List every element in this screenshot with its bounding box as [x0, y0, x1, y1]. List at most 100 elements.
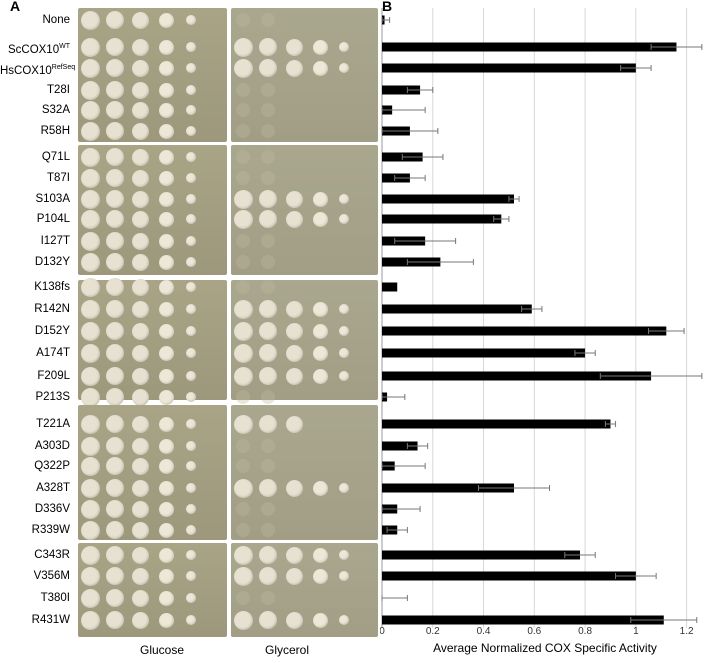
x-tick-label: 0.6: [527, 626, 541, 637]
colony-spot: [186, 326, 196, 336]
bar: [382, 63, 636, 73]
strain-name: A174T: [36, 347, 70, 359]
colony-spot: [158, 480, 174, 496]
colony-spot: [80, 366, 100, 386]
colony-spot: [131, 322, 149, 340]
colony-spot: [106, 253, 124, 271]
glycerol-plate: [231, 8, 378, 142]
colony-spot: [233, 321, 253, 341]
colony-spot: [285, 367, 303, 385]
colony-spot-faint: [236, 280, 250, 294]
strain-label: HsCOX10RefSeq: [0, 61, 75, 78]
colony-spot: [233, 414, 253, 434]
error-bar: [620, 65, 652, 71]
colony-spot: [339, 348, 349, 358]
colony-spot: [285, 38, 303, 56]
strain-label: P213S: [0, 390, 70, 404]
colony-spot: [106, 38, 124, 56]
strain-name: A328T: [36, 482, 70, 494]
strain-name: R339W: [31, 524, 70, 536]
colony-spot: [106, 278, 124, 296]
colony-spot: [158, 60, 174, 76]
colony-spot: [80, 209, 100, 229]
colony-spot: [131, 81, 149, 99]
colony-spot: [106, 479, 124, 497]
colony-spot: [106, 437, 124, 455]
colony-spot-faint: [236, 255, 250, 269]
colony-spot: [131, 190, 149, 208]
colony-spot: [80, 588, 100, 608]
colony-spot: [339, 63, 349, 73]
error-bar: [406, 443, 429, 449]
colony-spot: [186, 282, 196, 292]
error-bar: [381, 506, 421, 512]
colony-spot: [131, 344, 149, 362]
colony-spot: [186, 593, 196, 603]
strain-name: R142N: [34, 303, 70, 315]
colony-spot-faint: [236, 13, 250, 27]
colony-spot: [106, 388, 124, 406]
glycerol-plate: [231, 280, 378, 400]
chart-error-bars: [381, 17, 703, 623]
strain-name: Q71L: [41, 151, 70, 163]
colony-spot: [106, 101, 124, 119]
colony-spot: [80, 299, 100, 319]
strain-label: V356M: [0, 569, 70, 583]
x-tick-label: 0: [380, 626, 385, 637]
strain-name: V356M: [33, 570, 70, 582]
colony-spot: [186, 236, 196, 246]
colony-spot-faint: [261, 280, 275, 294]
colony-spot: [233, 610, 253, 630]
strain-label: D132Y: [0, 255, 70, 269]
colony-spot: [186, 550, 196, 560]
colony-spot: [285, 344, 303, 362]
error-bar: [394, 238, 457, 244]
colony-spot: [285, 415, 303, 433]
colony-spot: [186, 15, 196, 25]
colony-spot: [285, 611, 303, 629]
colony-spot-faint: [261, 234, 275, 248]
glucose-label: Glucose: [139, 643, 185, 657]
strain-label: R58H: [0, 124, 70, 138]
strain-superscript: RefSeq: [51, 64, 76, 71]
colony-spot: [80, 37, 100, 57]
colony-spot: [285, 322, 303, 340]
error-bar: [477, 485, 551, 491]
colony-spot: [312, 368, 328, 384]
strain-name: T221A: [36, 418, 70, 430]
colony-spot: [186, 615, 196, 625]
bar: [382, 550, 580, 560]
x-tick-label: 0.8: [578, 626, 592, 637]
colony-spot: [106, 300, 124, 318]
error-bar: [648, 328, 685, 334]
colony-spot-faint: [236, 83, 250, 97]
colony-spot: [106, 367, 124, 385]
colony-spot: [186, 392, 196, 402]
colony-spot: [259, 367, 277, 385]
colony-spot: [233, 189, 253, 209]
strain-label: Q322P: [0, 459, 70, 473]
strain-name: F209L: [37, 370, 70, 382]
glycerol-plate: [231, 543, 378, 637]
bar: [382, 419, 611, 429]
colony-spot: [259, 322, 277, 340]
colony-spot-faint: [261, 171, 275, 185]
bar: [382, 483, 514, 493]
bar: [382, 371, 652, 381]
strain-label: None: [0, 13, 71, 27]
colony-spot: [158, 612, 174, 628]
strain-name: S32A: [41, 104, 70, 116]
colony-spot: [158, 416, 174, 432]
bar: [382, 214, 502, 224]
strain-name: S103A: [35, 193, 70, 205]
colony-spot-faint: [236, 124, 250, 138]
colony-spot-faint: [236, 390, 250, 404]
x-tick-label: 0.4: [477, 626, 491, 637]
colony-spot: [158, 458, 174, 474]
colony-spot: [259, 190, 277, 208]
strain-name: R58H: [40, 125, 70, 137]
colony-spot: [186, 525, 196, 535]
colony-spot: [285, 59, 303, 77]
strain-label: R431W: [0, 613, 70, 627]
colony-spot: [259, 59, 277, 77]
